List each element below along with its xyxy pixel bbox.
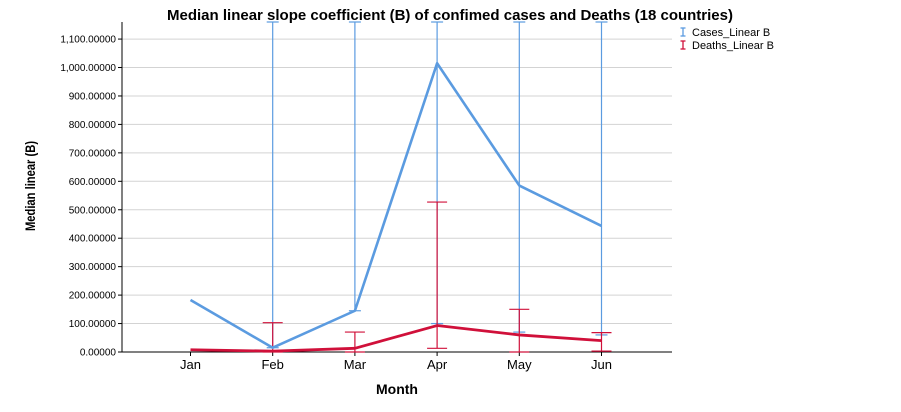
legend-item-deaths: Deaths_Linear B — [680, 40, 774, 52]
legend-item-cases: Cases_Linear B — [680, 27, 770, 39]
x-tick-labels: Jan Feb Mar Apr May Jun — [180, 357, 612, 372]
x-axis-label: Month — [376, 381, 418, 397]
y-tick-label-4: 400.00000 — [69, 234, 117, 245]
axes — [118, 22, 672, 356]
legend-marker-deaths — [680, 40, 686, 50]
y-tick-label-6: 600.00000 — [69, 177, 117, 188]
series-line-deaths — [190, 324, 602, 353]
legend-label-cases: Cases_Linear B — [692, 27, 770, 39]
error-bar-s0-jun — [595, 21, 608, 336]
x-tick-label-2: Mar — [344, 357, 367, 372]
y-tick-label-5: 500.00000 — [69, 205, 117, 216]
legend-label-deaths: Deaths_Linear B — [692, 40, 774, 52]
y-tick-label-9: 900.00000 — [69, 91, 117, 102]
x-tick-label-5: Jun — [591, 357, 612, 372]
y-tick-label-11: 1,100.00000 — [60, 35, 116, 46]
series-line-cases — [189, 61, 603, 350]
error-bar-s1-jun — [591, 332, 612, 352]
y-tick-label-3: 300.00000 — [69, 262, 117, 273]
y-tick-labels: 0.00000 100.00000 200.00000 300.00000 400.00… — [60, 35, 116, 359]
legend-marker-cases — [680, 27, 686, 37]
error-bar-s1-may — [509, 308, 530, 353]
series-lines — [189, 61, 603, 353]
y-axis-label: Median linear (B) — [23, 141, 38, 231]
y-tick-label-0: 0.00000 — [80, 348, 117, 359]
error-bar-s0-mar — [348, 21, 361, 312]
y-tick-label-2: 200.00000 — [69, 291, 117, 302]
chart-title: Median linear slope coefficient (B) of c… — [167, 7, 733, 24]
x-tick-label-0: Jan — [180, 357, 201, 372]
y-tick-label-7: 700.00000 — [69, 148, 117, 159]
x-tick-label-1: Feb — [261, 357, 283, 372]
y-tick-label-8: 800.00000 — [69, 120, 117, 131]
error-bars — [262, 21, 612, 353]
error-bar-s1-apr — [427, 201, 448, 349]
x-tick-label-3: Apr — [427, 357, 448, 372]
x-tick-label-4: May — [507, 357, 532, 372]
y-tick-label-1: 100.00000 — [69, 319, 117, 330]
y-tick-label-10: 1,000.00000 — [60, 63, 116, 74]
error-bar-s0-feb — [266, 21, 279, 349]
legend: Cases_Linear B Deaths_Linear B — [680, 27, 774, 52]
